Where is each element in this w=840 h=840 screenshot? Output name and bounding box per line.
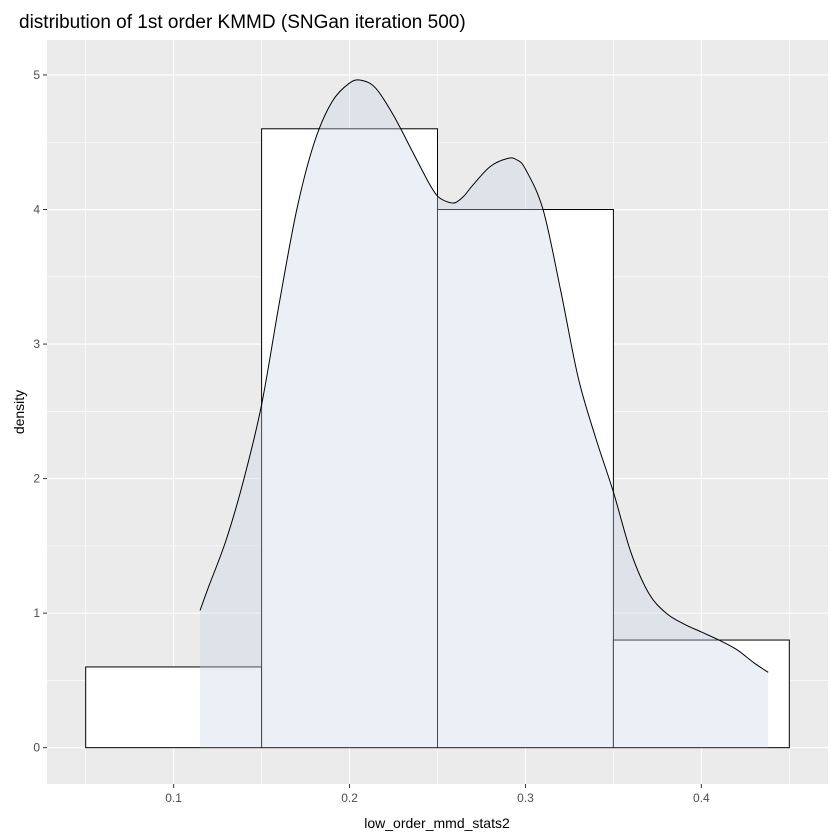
chart-title: distribution of 1st order KMMD (SNGan it… bbox=[19, 12, 466, 33]
x-axis-ticks: 0.1 0.2 0.3 0.4 bbox=[165, 784, 710, 805]
y-tick-label: 1 bbox=[33, 606, 40, 620]
density-curve-group bbox=[199, 79, 769, 748]
x-tick-label: 0.1 bbox=[165, 791, 182, 805]
density-curve bbox=[199, 79, 769, 673]
histogram-bar bbox=[612, 639, 790, 749]
x-axis-title: low_order_mmd_stats2 bbox=[364, 815, 510, 831]
x-tick-label: 0.3 bbox=[517, 791, 534, 805]
x-tick-label: 0.4 bbox=[693, 791, 710, 805]
y-tick-label: 0 bbox=[33, 741, 40, 755]
histogram-bar bbox=[85, 666, 263, 749]
y-tick-label: 5 bbox=[33, 68, 40, 82]
x-tick-label: 0.2 bbox=[341, 791, 358, 805]
histogram-bars bbox=[85, 128, 790, 749]
y-axis-ticks: 0 1 2 3 4 5 bbox=[33, 68, 47, 755]
histogram-bar bbox=[261, 128, 438, 749]
histogram-bar bbox=[437, 209, 614, 749]
y-tick-label: 4 bbox=[33, 203, 40, 217]
y-tick-label: 2 bbox=[33, 472, 40, 486]
y-tick-label: 3 bbox=[33, 337, 40, 351]
density-area bbox=[200, 79, 769, 748]
y-axis-title: density bbox=[11, 390, 27, 434]
